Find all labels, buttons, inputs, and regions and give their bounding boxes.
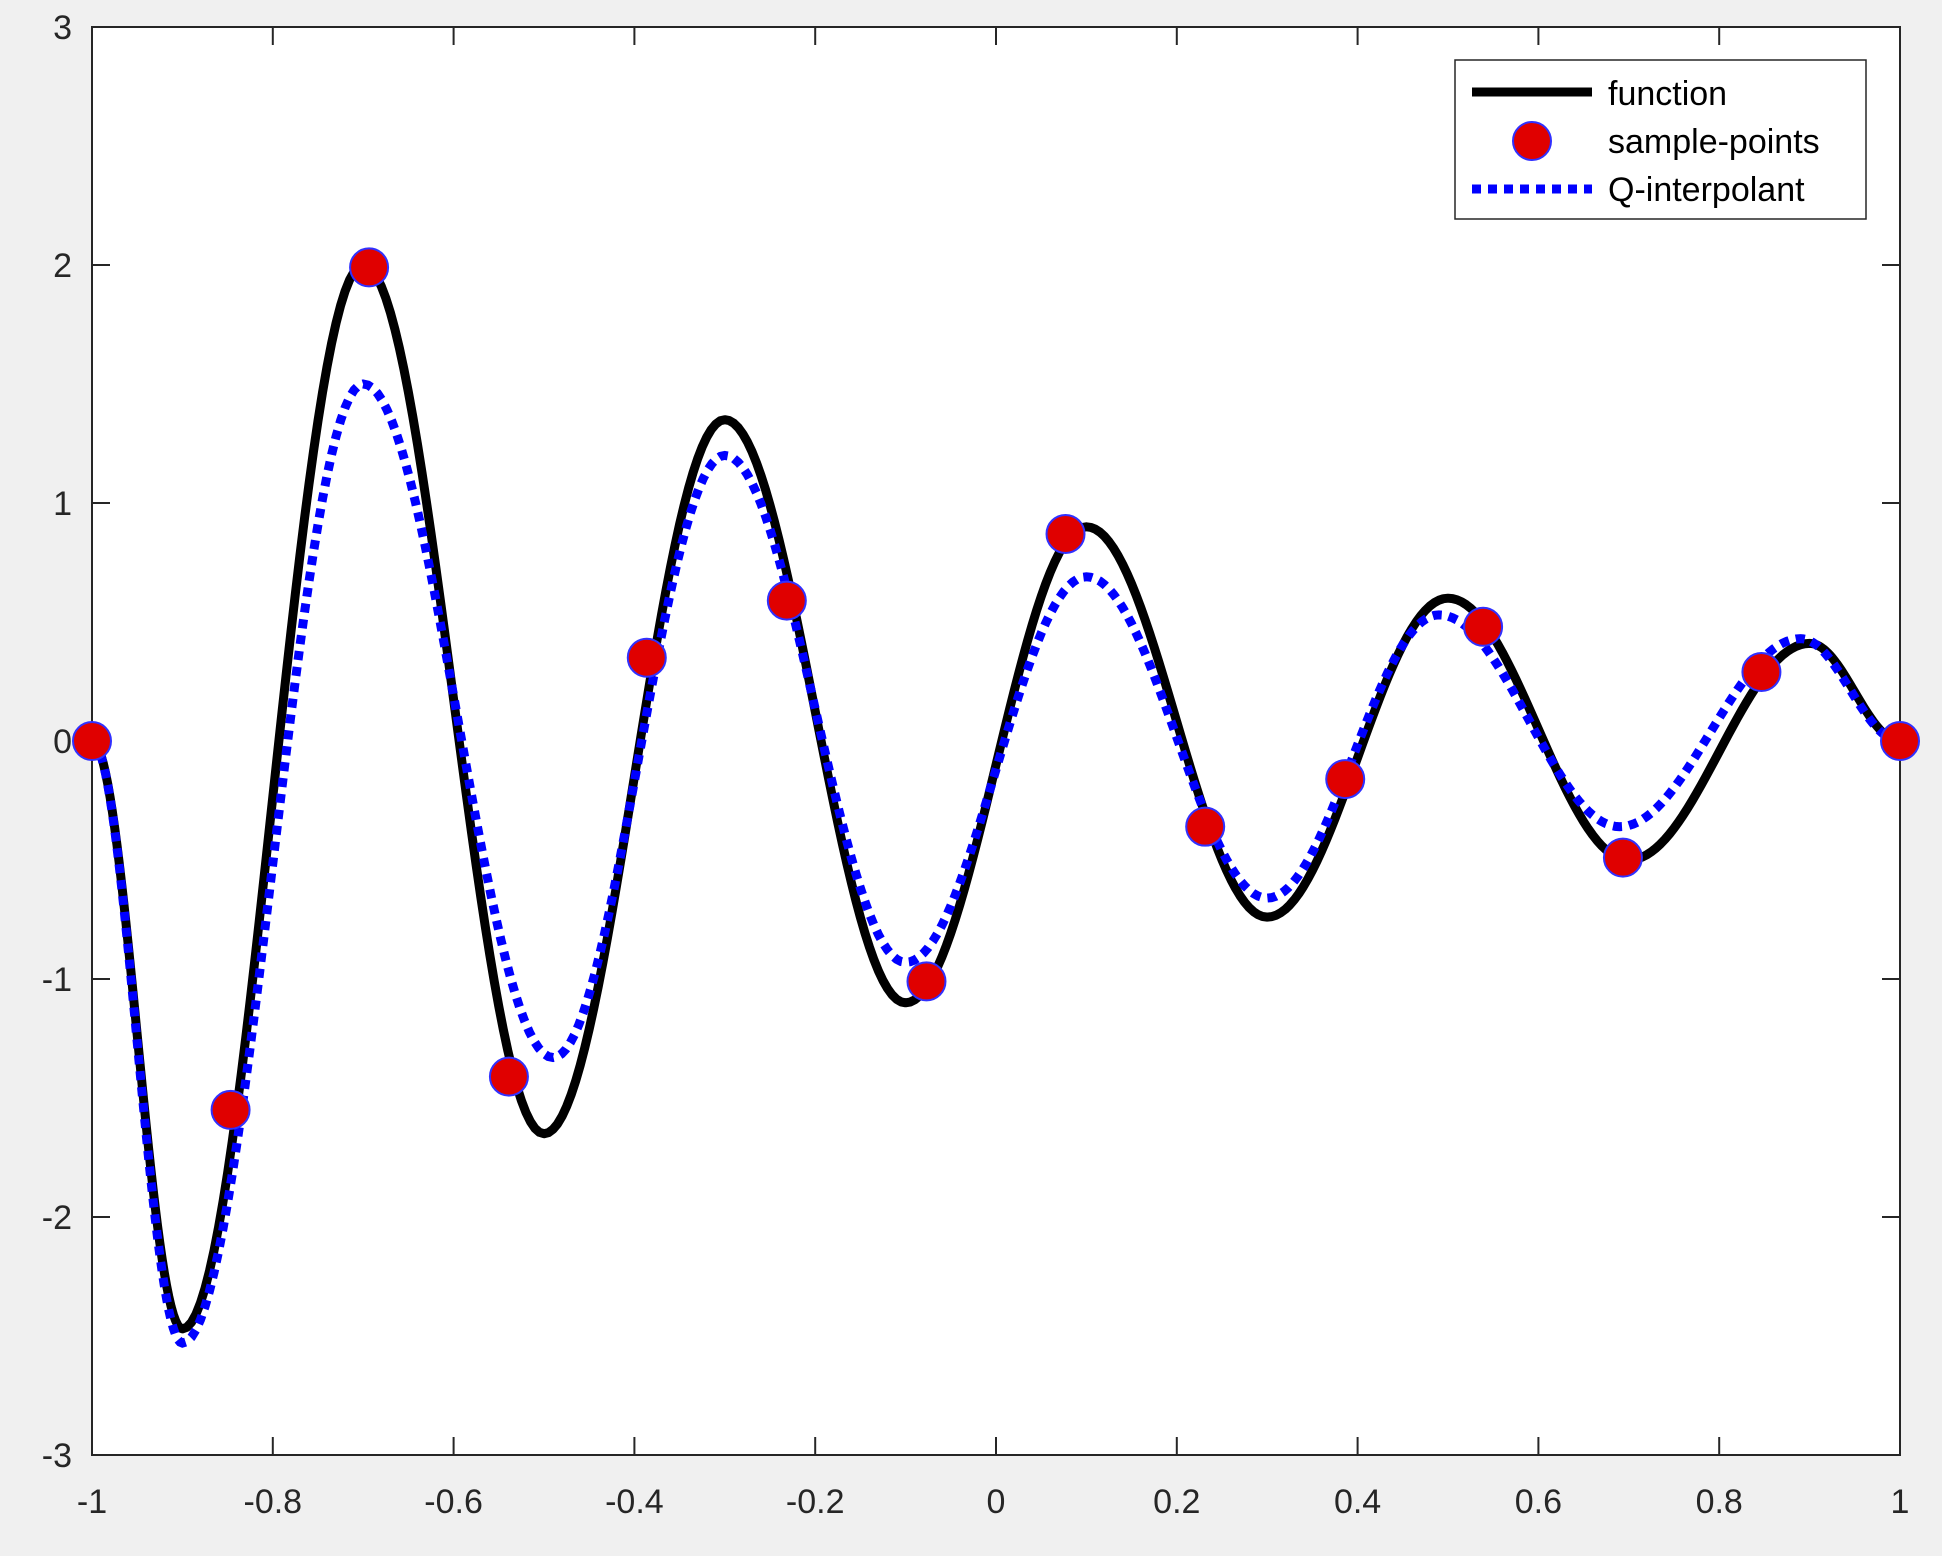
sample-point [212,1091,250,1129]
legend-label-function: function [1608,75,1727,113]
sample-point [1186,808,1224,846]
legend: function sample-points Q-interpolant [1455,60,1866,219]
x-tick-label: 0.6 [1515,1483,1562,1521]
sample-point [1047,515,1085,553]
x-tick-label: -0.8 [244,1483,303,1521]
y-tick-label: -1 [42,961,72,999]
sample-point [1604,839,1642,877]
y-tick-label: -2 [42,1199,72,1237]
y-tick-label: 0 [53,723,72,761]
x-tick-label: 0.8 [1696,1483,1743,1521]
x-tick-label: 0 [987,1483,1006,1521]
sample-point [1464,608,1502,646]
legend-label-sample-points: sample-points [1608,123,1820,161]
x-tick-label: 0.2 [1153,1483,1200,1521]
legend-swatch-sample-points [1513,122,1551,160]
legend-label-q-interpolant: Q-interpolant [1608,171,1805,209]
sample-point [1881,722,1919,760]
sample-point [907,962,945,1000]
x-tick-label: -1 [77,1483,107,1521]
sample-point [73,722,111,760]
sample-point [1326,760,1364,798]
sample-point [1742,653,1780,691]
sample-point [628,639,666,677]
x-tick-label: -0.2 [786,1483,845,1521]
sample-point [768,582,806,620]
x-tick-label: -0.4 [605,1483,664,1521]
sample-point [490,1058,528,1096]
y-tick-label: 2 [53,247,72,285]
y-tick-label: 1 [53,485,72,523]
plot-area [92,27,1900,1455]
y-tick-label: 3 [53,9,72,47]
x-tick-label: -0.6 [424,1483,483,1521]
y-tick-label: -3 [42,1437,72,1475]
sample-point [350,248,388,286]
x-tick-label: 1 [1891,1483,1910,1521]
x-tick-label: 0.4 [1334,1483,1381,1521]
